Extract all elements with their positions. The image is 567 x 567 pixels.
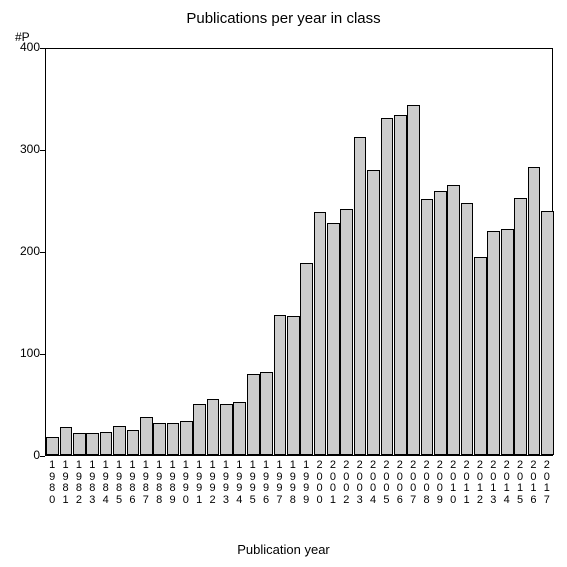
- x-tick-label: 1 9 8 7: [140, 460, 151, 506]
- x-tick-label: 2 0 1 1: [461, 460, 472, 506]
- bar: [367, 170, 380, 455]
- x-tick-label: 1 9 9 4: [234, 460, 245, 506]
- x-tick-label: 1 9 8 4: [100, 460, 111, 506]
- x-tick-label: 1 9 9 8: [287, 460, 298, 506]
- x-tick-label: 2 0 0 3: [354, 460, 365, 506]
- x-tick-label: 2 0 0 7: [408, 460, 419, 506]
- x-tick-label: 2 0 1 7: [541, 460, 552, 506]
- bar: [340, 209, 353, 455]
- bar: [474, 257, 487, 455]
- bar: [113, 426, 126, 455]
- x-tick-label: 2 0 0 9: [434, 460, 445, 506]
- x-tick-label: 1 9 8 3: [87, 460, 98, 506]
- x-tick-label: 2 0 1 0: [448, 460, 459, 506]
- y-tick-mark: [40, 150, 45, 151]
- x-axis-label: Publication year: [0, 542, 567, 557]
- bar: [501, 229, 514, 455]
- x-tick-label: 2 0 0 4: [368, 460, 379, 506]
- x-tick-label: 1 9 9 2: [207, 460, 218, 506]
- x-tick-label: 1 9 9 1: [194, 460, 205, 506]
- x-tick-label: 2 0 0 2: [341, 460, 352, 506]
- bar: [528, 167, 541, 455]
- plot-area: [45, 48, 553, 456]
- bar: [233, 402, 246, 455]
- x-tick-label: 1 9 8 1: [60, 460, 71, 506]
- x-tick-label: 2 0 0 6: [394, 460, 405, 506]
- x-tick-label: 1 9 8 9: [167, 460, 178, 506]
- x-tick-label: 2 0 0 5: [381, 460, 392, 506]
- x-tick-label: 2 0 1 4: [501, 460, 512, 506]
- bar: [220, 404, 233, 455]
- bar: [274, 315, 287, 455]
- bar: [100, 432, 113, 455]
- bar: [421, 199, 434, 455]
- y-tick-label: 200: [10, 244, 40, 258]
- bar: [180, 421, 193, 455]
- x-tick-label: 2 0 0 0: [314, 460, 325, 506]
- y-tick-mark: [40, 456, 45, 457]
- x-tick-label: 1 9 9 7: [274, 460, 285, 506]
- x-tick-label: 2 0 1 2: [474, 460, 485, 506]
- bar: [407, 105, 420, 455]
- y-tick-label: 300: [10, 142, 40, 156]
- x-tick-label: 1 9 9 3: [220, 460, 231, 506]
- bar: [354, 137, 367, 455]
- bar: [461, 203, 474, 455]
- bar: [381, 118, 394, 455]
- bar: [140, 417, 153, 455]
- bar: [300, 263, 313, 455]
- x-tick-label: 1 9 8 8: [154, 460, 165, 506]
- x-tick-label: 2 0 1 5: [515, 460, 526, 506]
- bar: [86, 433, 99, 455]
- bar: [260, 372, 273, 455]
- bar: [207, 399, 220, 455]
- bar: [541, 211, 554, 455]
- bar: [514, 198, 527, 455]
- x-tick-label: 1 9 8 6: [127, 460, 138, 506]
- bar: [434, 191, 447, 455]
- y-tick-mark: [40, 354, 45, 355]
- x-tick-label: 1 9 9 9: [301, 460, 312, 506]
- x-tick-label: 1 9 9 0: [180, 460, 191, 506]
- x-tick-label: 2 0 0 8: [421, 460, 432, 506]
- chart-container: Publications per year in class #P Public…: [0, 0, 567, 567]
- bar: [193, 404, 206, 455]
- bar: [153, 423, 166, 455]
- y-tick-label: 100: [10, 346, 40, 360]
- bar: [247, 374, 260, 455]
- bar: [314, 212, 327, 455]
- x-tick-label: 1 9 9 6: [261, 460, 272, 506]
- bar: [60, 427, 73, 455]
- x-tick-label: 2 0 0 1: [327, 460, 338, 506]
- bar: [167, 423, 180, 455]
- bar: [394, 115, 407, 455]
- x-tick-label: 2 0 1 3: [488, 460, 499, 506]
- y-tick-label: 400: [10, 40, 40, 54]
- bar: [327, 223, 340, 455]
- bar: [287, 316, 300, 455]
- y-tick-label: 0: [10, 448, 40, 462]
- bar: [487, 231, 500, 455]
- x-tick-label: 1 9 8 0: [47, 460, 58, 506]
- x-tick-label: 1 9 8 5: [114, 460, 125, 506]
- x-tick-label: 1 9 8 2: [73, 460, 84, 506]
- bar: [447, 185, 460, 455]
- y-tick-mark: [40, 252, 45, 253]
- chart-title: Publications per year in class: [0, 10, 567, 27]
- x-tick-label: 2 0 1 6: [528, 460, 539, 506]
- bar: [127, 430, 140, 456]
- bar: [73, 433, 86, 455]
- bar: [46, 437, 59, 455]
- y-tick-mark: [40, 48, 45, 49]
- x-tick-label: 1 9 9 5: [247, 460, 258, 506]
